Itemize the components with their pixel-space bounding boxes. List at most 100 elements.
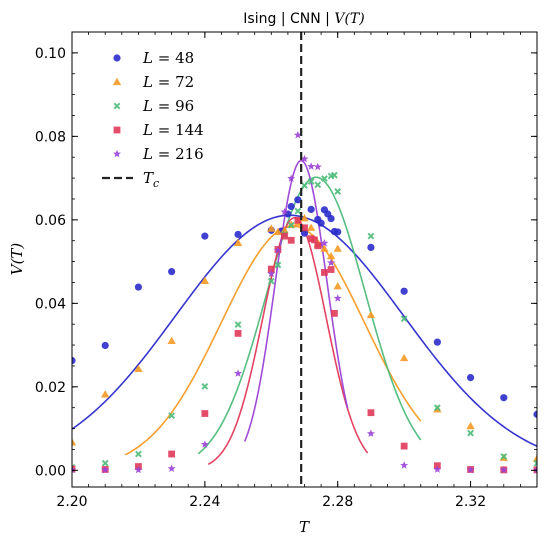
data-point <box>306 223 316 231</box>
data-point <box>287 202 295 211</box>
data-point <box>168 268 176 276</box>
data-point <box>300 229 309 237</box>
data-point <box>200 276 210 284</box>
legend: L = 48 L = 72 L = 96 L = 144 L = 216 Tc <box>102 49 204 190</box>
data-point <box>320 239 329 247</box>
data-point <box>321 269 328 276</box>
data-point <box>101 465 110 474</box>
data-point <box>321 175 328 182</box>
data-point <box>101 459 109 467</box>
data-point <box>301 182 308 190</box>
data-point <box>314 242 322 250</box>
data-point <box>327 258 336 267</box>
plot-area <box>72 32 537 487</box>
data-point <box>533 465 537 474</box>
data-point <box>533 459 537 467</box>
data-point <box>234 329 242 337</box>
data-point <box>313 162 322 171</box>
data-point <box>293 130 302 139</box>
fit-curve-0 <box>72 214 537 447</box>
legend-label: L = 72 <box>142 73 194 91</box>
data-point <box>400 442 408 450</box>
y-tick-label: 0.08 <box>35 129 66 145</box>
data-point <box>307 178 315 185</box>
data-point <box>466 374 475 382</box>
series-4 <box>243 159 349 442</box>
data-point <box>294 207 302 215</box>
data-point <box>334 228 342 236</box>
data-point <box>273 227 283 236</box>
data-point <box>280 207 289 216</box>
data-point <box>466 465 475 474</box>
plot-frame <box>71 31 538 488</box>
fit-curve-3 <box>207 216 369 466</box>
data-point <box>167 336 176 345</box>
data-point <box>367 232 375 240</box>
data-point <box>201 410 209 417</box>
data-point <box>274 261 282 269</box>
data-point <box>287 236 295 244</box>
data-point <box>330 171 338 179</box>
data-point <box>466 421 475 430</box>
fit-curve-1 <box>124 225 422 456</box>
data-point <box>400 461 409 469</box>
data-point <box>72 356 76 365</box>
y-tick-label: 0.06 <box>35 213 66 229</box>
data-point <box>294 216 302 224</box>
data-point <box>311 236 318 244</box>
data-point <box>300 213 309 222</box>
data-point <box>400 315 408 323</box>
data-point <box>333 244 342 252</box>
legend-marker <box>113 102 121 110</box>
data-point <box>234 369 243 377</box>
y-tick-label: 0.10 <box>35 46 66 62</box>
x-axis: 2.20 2.24 2.28 2.32 <box>56 32 538 510</box>
data-point <box>101 341 109 350</box>
data-point <box>367 409 375 417</box>
series-1 <box>124 225 422 456</box>
y-tick-label: 0.02 <box>35 380 66 396</box>
data-point <box>317 219 325 227</box>
data-point <box>433 404 441 412</box>
data-point <box>367 243 375 251</box>
legend-label: L = 96 <box>142 97 194 115</box>
chart-title: Ising | CNN | V(T) <box>243 11 364 27</box>
data-point <box>307 162 316 170</box>
legend-marker <box>113 54 121 62</box>
data-point <box>366 429 375 437</box>
data-point <box>307 205 315 214</box>
data-point <box>281 232 288 240</box>
data-point <box>433 465 442 473</box>
data-point <box>301 224 308 232</box>
data-point <box>499 465 508 474</box>
data-point <box>333 282 342 290</box>
data-point <box>399 353 409 362</box>
data-point <box>267 265 275 273</box>
x-tick-label: 2.20 <box>56 494 87 510</box>
data-point <box>327 266 335 273</box>
data-point <box>233 238 243 246</box>
data-point <box>267 277 275 285</box>
x-tick-label: 2.24 <box>189 494 220 510</box>
data-point <box>168 412 176 420</box>
data-point <box>400 287 408 295</box>
data-point <box>234 321 242 329</box>
data-point <box>287 174 296 182</box>
data-point <box>134 465 143 474</box>
data-point <box>287 221 295 229</box>
x-tick-label: 2.32 <box>455 494 486 510</box>
data-point <box>134 283 143 291</box>
data-point <box>500 453 508 460</box>
series-0 <box>72 214 537 447</box>
data-point <box>327 214 335 223</box>
legend-label: L = 216 <box>142 145 204 163</box>
x-tick-label: 2.28 <box>322 494 353 510</box>
data-point <box>134 364 143 373</box>
data-point <box>101 390 110 398</box>
data-point <box>201 382 209 390</box>
legend-marker <box>112 77 122 86</box>
series-points-1 <box>72 213 537 462</box>
data-point <box>532 454 537 462</box>
y-tick-label: 0.00 <box>35 463 66 479</box>
